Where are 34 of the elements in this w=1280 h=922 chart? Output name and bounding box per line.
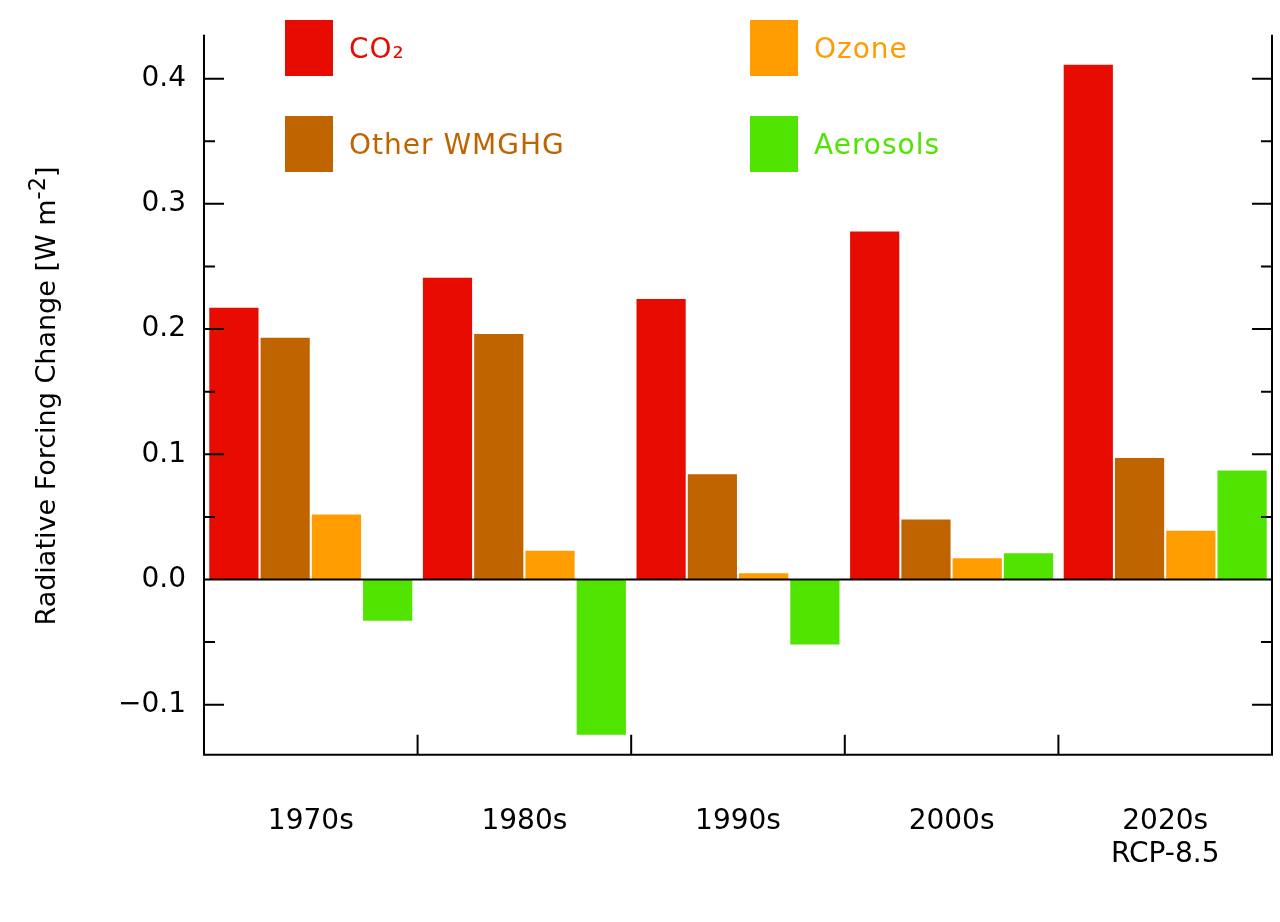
y-tick-label: 0.2 [141, 310, 186, 344]
bar [209, 307, 259, 580]
bar [525, 550, 575, 580]
bar [422, 277, 473, 580]
legend-label: CO₂ [349, 31, 405, 65]
bar [1114, 458, 1165, 580]
legend-label: Ozone [814, 31, 908, 65]
bar [952, 558, 1002, 580]
legend-label: Other WMGHG [349, 127, 565, 161]
x-tick-label: 2020s RCP-8.5 [1110, 802, 1220, 870]
bar [1166, 530, 1216, 580]
x-tick-label: 1990s [695, 802, 781, 836]
bar [1003, 553, 1054, 580]
bar [636, 299, 686, 580]
bar [311, 514, 362, 580]
bar [1217, 470, 1267, 580]
bar [363, 579, 413, 621]
legend-label: Aerosols [814, 127, 941, 161]
y-tick-label: 0.3 [141, 185, 186, 219]
bar [687, 474, 737, 580]
y-tick-label: −0.1 [117, 685, 186, 719]
bar [790, 579, 840, 645]
y-tick-label: 0.1 [141, 435, 186, 469]
x-tick-label: 2000s [908, 802, 995, 836]
bar [901, 519, 951, 580]
x-tick-label: 1980s [481, 802, 568, 836]
bar [576, 579, 626, 735]
bar [1063, 64, 1113, 580]
bar [474, 334, 524, 580]
bar [850, 231, 900, 580]
bar [260, 337, 310, 580]
x-tick-label: 1970s [267, 802, 354, 836]
y-tick-label: 0.0 [141, 560, 186, 594]
y-tick-label: 0.4 [141, 59, 186, 93]
